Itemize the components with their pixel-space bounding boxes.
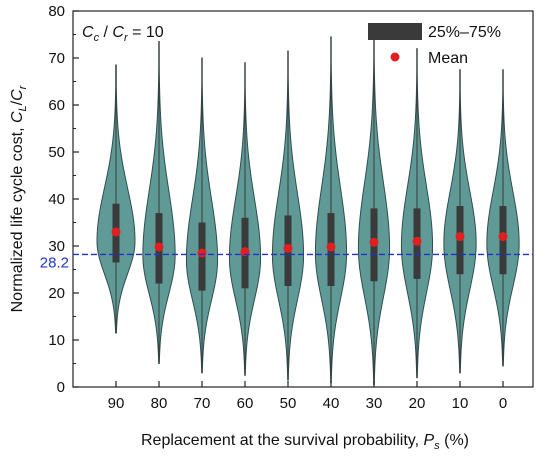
x-axis-title: Replacement at the survival probability,… [141,432,469,452]
x-axis-title-main: Replacement at the survival probability, [141,432,424,449]
y-tick-label: 10 [48,332,65,349]
ratio-c1-sub: c [94,32,100,44]
y-axis-title: Normalized life cycle cost, CL/Cr [9,84,29,312]
mean-point-80 [154,242,164,252]
y-axis-title-den-sub: r [17,84,29,89]
y-tick-label: 0 [57,379,65,396]
ratio-c2: C [112,24,124,41]
mean-point-40 [326,242,336,252]
y-tick-label: 60 [48,97,65,114]
y-tick-label: 80 [48,3,65,20]
plot-content [96,31,520,386]
x-tick-label: 90 [108,395,125,412]
y-axis-title-slash: / [9,100,26,105]
mean-point-20 [412,236,422,246]
y-axis-title-num-sub: L [17,105,29,111]
legend-iqr-label: 25%–75% [428,24,501,41]
legend: 25%–75% Mean [368,23,501,67]
x-axis-title-unit: (%) [440,432,469,449]
x-tick-label: 0 [499,395,507,412]
mean-point-90 [111,227,121,237]
y-tick-label: 40 [48,191,65,208]
ratio-sep: / [99,24,112,41]
mean-point-50 [283,243,293,253]
x-tick-label: 60 [237,395,254,412]
ratio-annotation: Cc / Cr = 10 [82,24,164,44]
legend-iqr-swatch [368,23,422,40]
x-tick-label: 20 [409,395,426,412]
mean-point-10 [455,232,465,242]
legend-mean-label: Mean [428,50,468,67]
x-tick-label: 70 [194,395,211,412]
x-tick-label: 80 [151,395,168,412]
legend-mean-swatch [390,52,400,62]
x-tick-label: 50 [280,395,297,412]
x-axis-title-var: P [424,432,435,449]
y-tick-label: 50 [48,144,65,161]
mean-point-0 [498,232,508,242]
x-tick-label: 30 [366,395,383,412]
plot-frame [72,10,534,388]
y-tick-label: 30 [48,238,65,255]
x-tick-label: 10 [452,395,469,412]
x-tick-label: 40 [323,395,340,412]
x-axis-title-sub: s [434,440,440,452]
x-axis: 90 80 70 60 50 40 30 20 10 0 [108,381,507,412]
mean-point-70 [197,248,207,258]
ratio-c1: C [82,24,94,41]
y-axis: 0 10 20 30 40 50 60 70 80 [48,3,79,396]
y-axis-title-main: Normalized life cycle cost, [9,123,26,312]
mean-point-30 [369,237,379,247]
y-tick-label: 70 [48,50,65,67]
reference-line-label: 28.2 [40,254,69,271]
y-axis-title-den: C [9,89,26,101]
y-tick-label: 20 [48,285,65,302]
ratio-c2-sub: r [124,32,129,44]
ratio-eq: = 10 [128,24,164,41]
y-axis-title-num: C [9,111,26,123]
